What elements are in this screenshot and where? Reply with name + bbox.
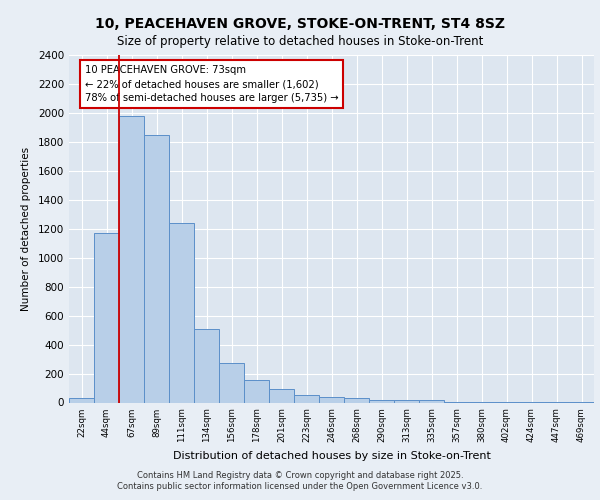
Bar (244, 380, 269, 402)
Bar (419, 400, 444, 402)
Bar (344, 398, 369, 402)
Bar (119, 116, 144, 403)
Text: Contains public sector information licensed under the Open Government Licence v3: Contains public sector information licen… (118, 482, 482, 491)
Bar (269, 390, 294, 402)
Bar (369, 400, 394, 402)
Bar (94, 233, 119, 402)
Text: 10, PEACEHAVEN GROVE, STOKE-ON-TRENT, ST4 8SZ: 10, PEACEHAVEN GROVE, STOKE-ON-TRENT, ST… (95, 18, 505, 32)
Text: 10 PEACEHAVEN GROVE: 73sqm
← 22% of detached houses are smaller (1,602)
78% of s: 10 PEACEHAVEN GROVE: 73sqm ← 22% of deta… (85, 66, 338, 104)
Bar (394, 400, 419, 402)
Text: Contains HM Land Registry data © Crown copyright and database right 2025.: Contains HM Land Registry data © Crown c… (137, 471, 463, 480)
Y-axis label: Number of detached properties: Number of detached properties (21, 146, 31, 311)
Bar (294, 396, 319, 402)
Bar (219, 364, 244, 403)
Bar (69, 398, 94, 402)
X-axis label: Distribution of detached houses by size in Stoke-on-Trent: Distribution of detached houses by size … (173, 450, 490, 460)
Text: Size of property relative to detached houses in Stoke-on-Trent: Size of property relative to detached ho… (117, 35, 483, 48)
Bar (319, 396, 344, 402)
Bar (144, 134, 169, 402)
Bar (194, 328, 219, 402)
Bar (169, 223, 194, 402)
